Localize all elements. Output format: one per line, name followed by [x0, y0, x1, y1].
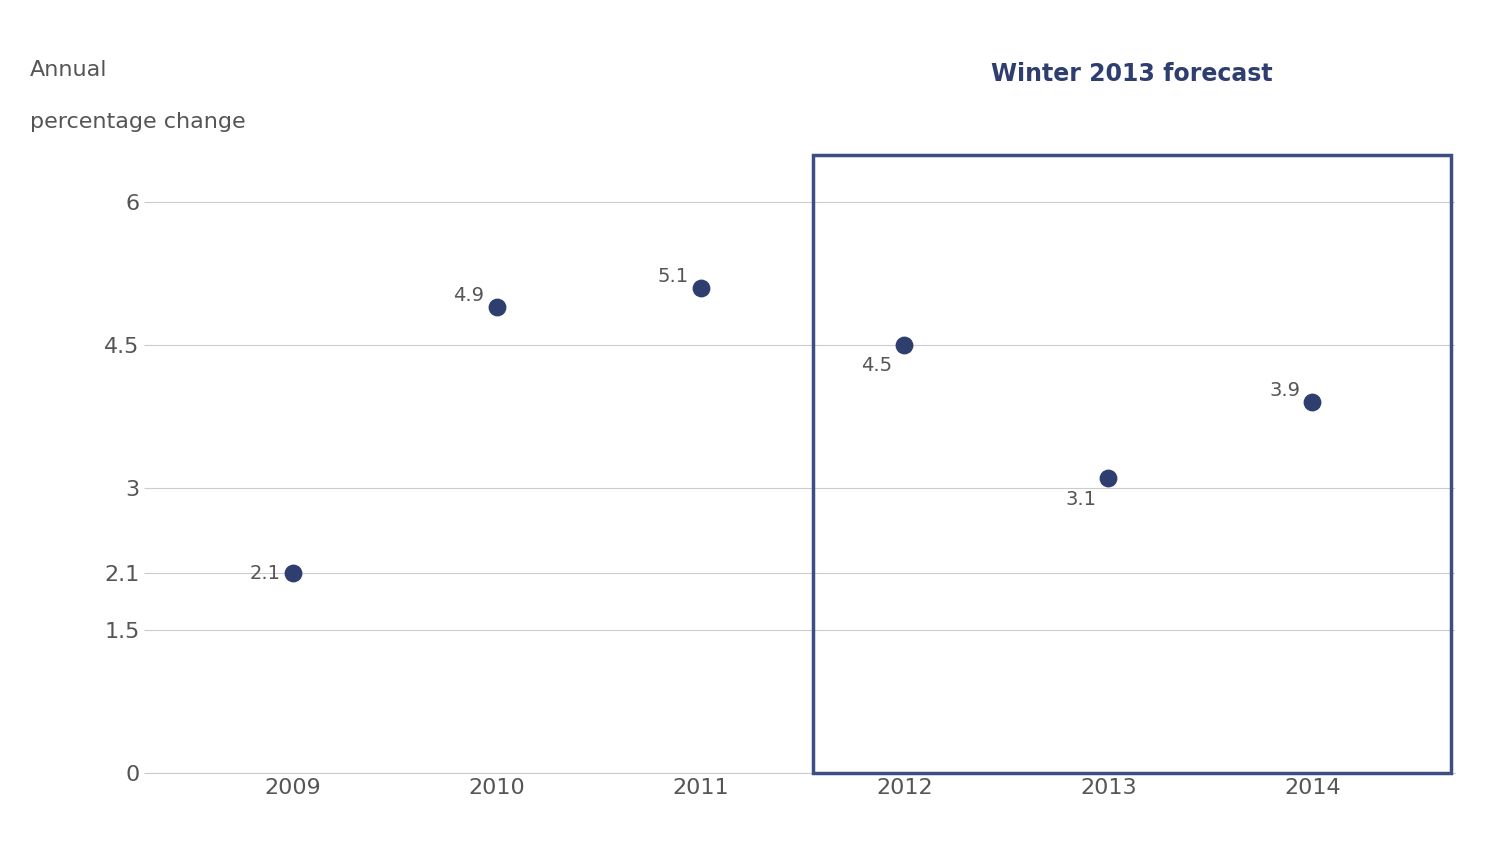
Bar [813, 155, 1450, 773]
Text: percentage change: percentage change [30, 112, 246, 131]
Point [484, 300, 508, 314]
Text: 5.1: 5.1 [657, 267, 688, 286]
Point [280, 566, 304, 580]
Point [688, 281, 712, 295]
Point [1300, 395, 1324, 409]
Text: Winter 2013 forecast: Winter 2013 forecast [992, 62, 1272, 86]
Text: 2.1: 2.1 [249, 564, 280, 582]
Point [1096, 472, 1120, 485]
Text: Annual: Annual [30, 60, 108, 80]
Text: 3.1: 3.1 [1065, 490, 1096, 509]
Point [892, 338, 916, 352]
Text: 4.9: 4.9 [453, 286, 484, 305]
Text: 4.5: 4.5 [861, 356, 892, 375]
Text: 3.9: 3.9 [1269, 381, 1300, 400]
